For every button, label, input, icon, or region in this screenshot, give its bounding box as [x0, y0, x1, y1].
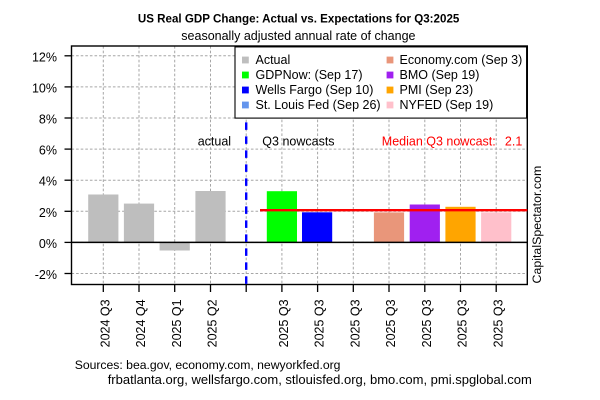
svg-text:CapitalSpectator.com: CapitalSpectator.com	[530, 166, 544, 284]
svg-text:10%: 10%	[32, 81, 57, 95]
svg-text:2025 Q3: 2025 Q3	[420, 299, 434, 347]
svg-text:-2%: -2%	[35, 268, 57, 282]
svg-text:Actual: Actual	[256, 53, 291, 67]
svg-text:4%: 4%	[39, 175, 57, 189]
svg-text:2024 Q4: 2024 Q4	[134, 299, 148, 347]
svg-text:2025 Q3: 2025 Q3	[277, 299, 291, 347]
svg-text:2025 Q2: 2025 Q2	[206, 299, 220, 347]
svg-text:2025 Q3: 2025 Q3	[384, 299, 398, 347]
svg-text:Sources: bea.gov, economy.com,: Sources: bea.gov, economy.com, newyorkfe…	[75, 358, 341, 372]
svg-text:2025 Q3: 2025 Q3	[348, 299, 362, 347]
svg-text:St. Louis Fed (Sep 26): St. Louis Fed (Sep 26)	[256, 98, 381, 112]
svg-text:Q3 nowcasts: Q3 nowcasts	[262, 134, 334, 148]
svg-text:2%: 2%	[39, 206, 57, 220]
svg-text:Wells Fargo (Sep 10): Wells Fargo (Sep 10)	[256, 83, 374, 97]
svg-text:PMI (Sep 23): PMI (Sep 23)	[400, 83, 474, 97]
svg-text:8%: 8%	[39, 113, 57, 127]
svg-text:actual: actual	[198, 134, 231, 148]
svg-text:Economy.com (Sep 3): Economy.com (Sep 3)	[400, 53, 523, 67]
svg-text:2.1: 2.1	[505, 134, 522, 148]
svg-text:Median Q3 nowcast:: Median Q3 nowcast:	[382, 134, 496, 148]
svg-text:NYFED (Sep 19): NYFED (Sep 19)	[400, 98, 494, 112]
svg-text:GDPNow: (Sep 17): GDPNow: (Sep 17)	[256, 68, 363, 82]
svg-text:12%: 12%	[32, 50, 57, 64]
svg-text:seasonally adjusted annual rat: seasonally adjusted annual rate of chang…	[181, 29, 415, 43]
svg-text:frbatlanta.org, wellsfargo.com: frbatlanta.org, wellsfargo.com, stlouisf…	[108, 372, 532, 387]
svg-text:2025 Q3: 2025 Q3	[491, 299, 505, 347]
svg-text:2025 Q3: 2025 Q3	[313, 299, 327, 347]
svg-text:2025 Q1: 2025 Q1	[170, 299, 184, 347]
svg-text:US Real GDP Change: Actual vs.: US Real GDP Change: Actual vs. Expectati…	[138, 12, 460, 25]
svg-text:2025 Q3: 2025 Q3	[456, 299, 470, 347]
svg-text:BMO (Sep 19): BMO (Sep 19)	[400, 68, 480, 82]
svg-text:6%: 6%	[39, 144, 57, 158]
svg-text:2024 Q3: 2024 Q3	[98, 299, 112, 347]
svg-text:0%: 0%	[39, 237, 57, 251]
